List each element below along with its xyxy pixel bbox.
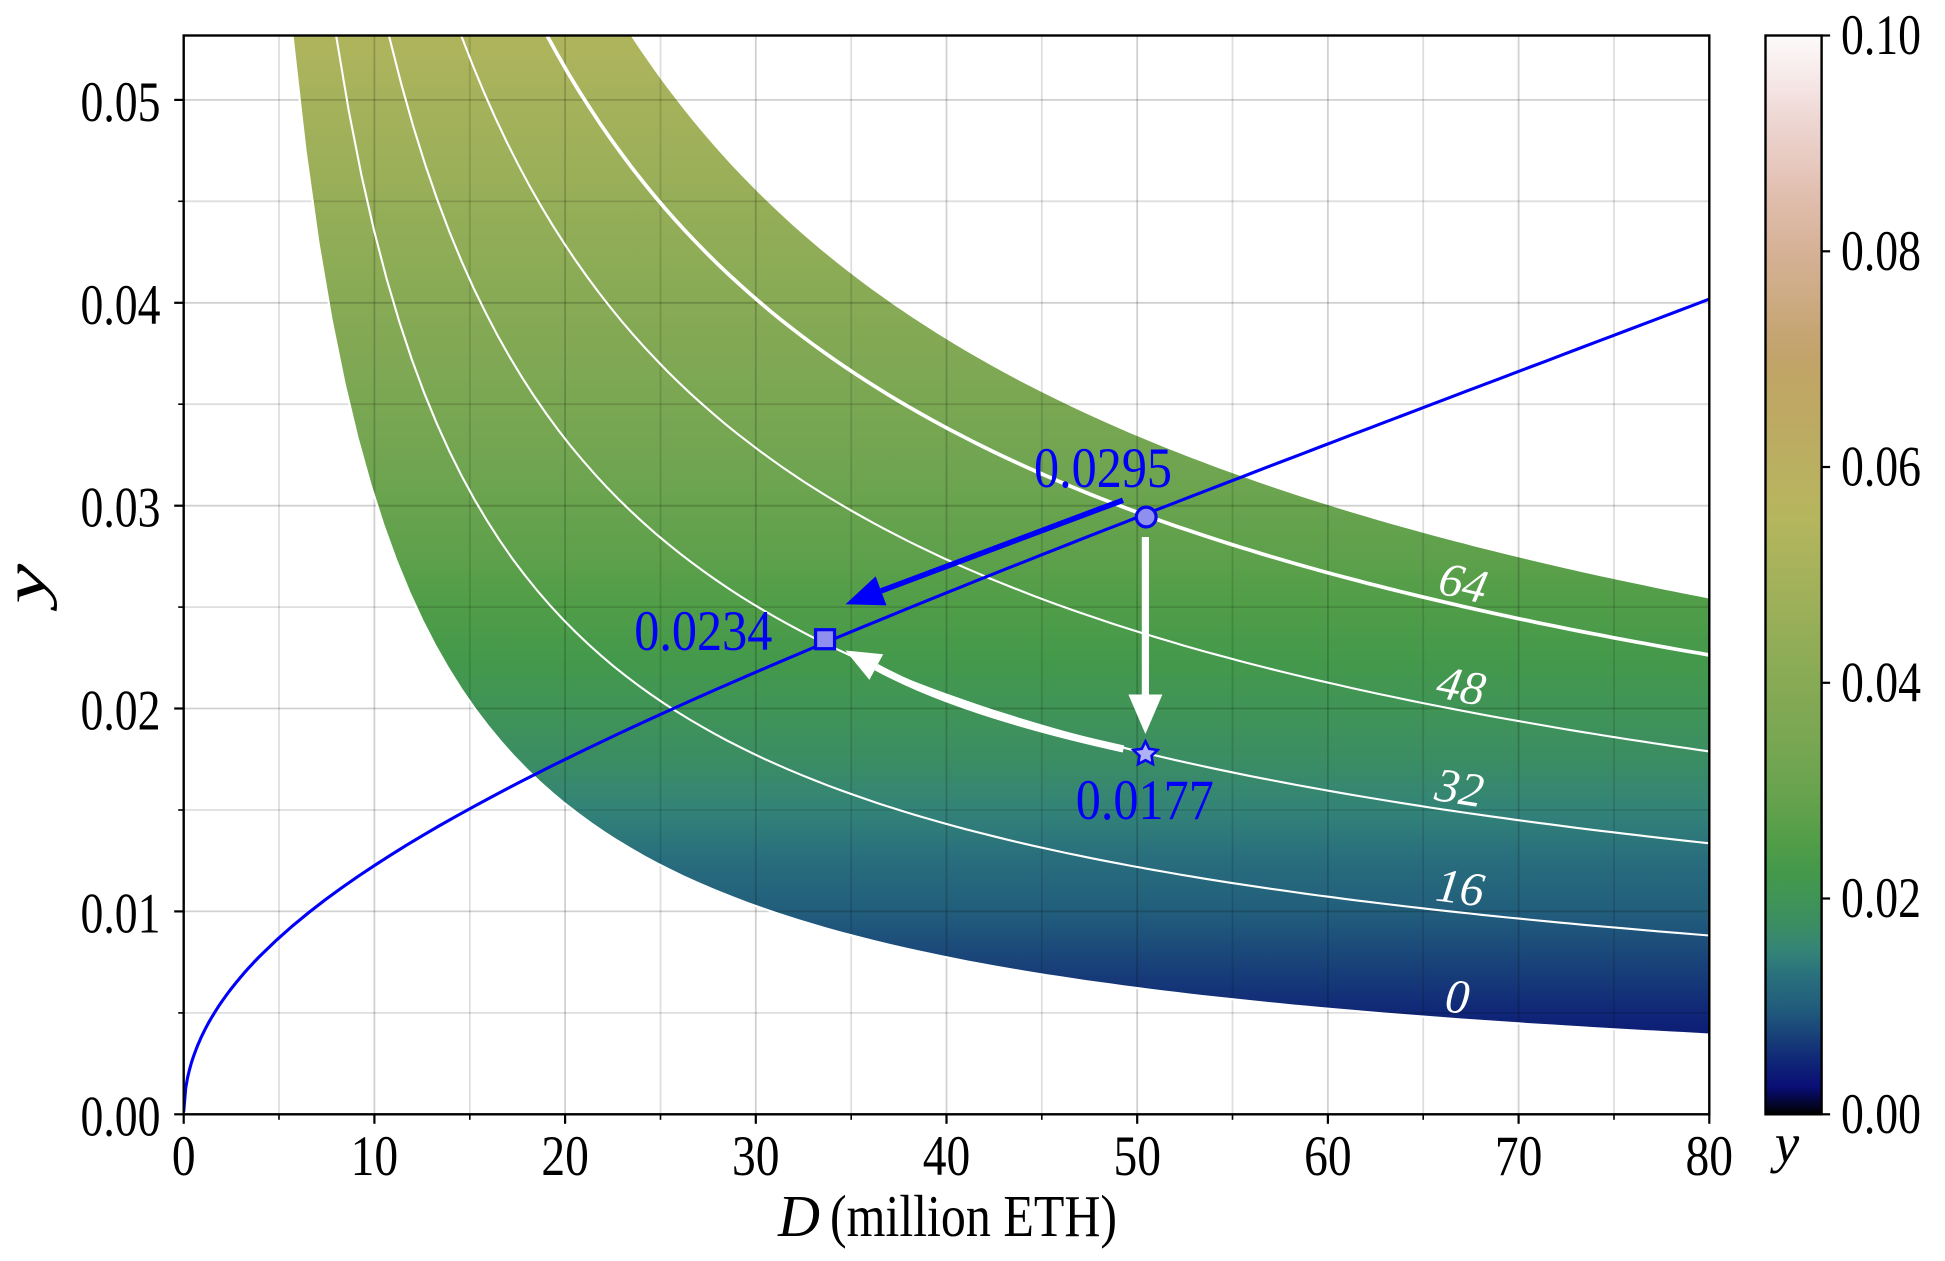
svg-text:0.0295: 0.0295 — [1034, 437, 1172, 500]
svg-text:(million ETH): (million ETH) — [830, 1183, 1117, 1249]
svg-text:D: D — [777, 1183, 820, 1249]
svg-text:50: 50 — [1113, 1125, 1161, 1188]
svg-text:20: 20 — [541, 1125, 589, 1188]
svg-text:y: y — [1770, 1113, 1800, 1174]
svg-text:0.00: 0.00 — [1841, 1083, 1921, 1146]
svg-text:10: 10 — [351, 1125, 399, 1188]
svg-text:y: y — [0, 563, 58, 611]
svg-text:70: 70 — [1495, 1125, 1543, 1188]
svg-text:30: 30 — [732, 1125, 780, 1188]
svg-text:0: 0 — [172, 1125, 196, 1188]
svg-text:0.06: 0.06 — [1841, 436, 1921, 499]
svg-text:0.02: 0.02 — [81, 680, 161, 743]
svg-text:0.0234: 0.0234 — [634, 600, 772, 663]
svg-text:0.02: 0.02 — [1841, 867, 1921, 930]
svg-text:0.0177: 0.0177 — [1076, 769, 1214, 832]
svg-text:0.04: 0.04 — [81, 274, 161, 337]
svg-text:80: 80 — [1686, 1125, 1734, 1188]
svg-text:0.01: 0.01 — [81, 882, 161, 945]
svg-text:0.05: 0.05 — [81, 71, 161, 134]
svg-text:0.03: 0.03 — [81, 477, 161, 540]
svg-text:0.08: 0.08 — [1841, 220, 1921, 283]
svg-text:0.04: 0.04 — [1841, 651, 1921, 714]
svg-text:40: 40 — [923, 1125, 971, 1188]
svg-text:0.00: 0.00 — [81, 1085, 161, 1148]
svg-text:0.10: 0.10 — [1841, 4, 1921, 67]
svg-text:60: 60 — [1304, 1125, 1352, 1188]
